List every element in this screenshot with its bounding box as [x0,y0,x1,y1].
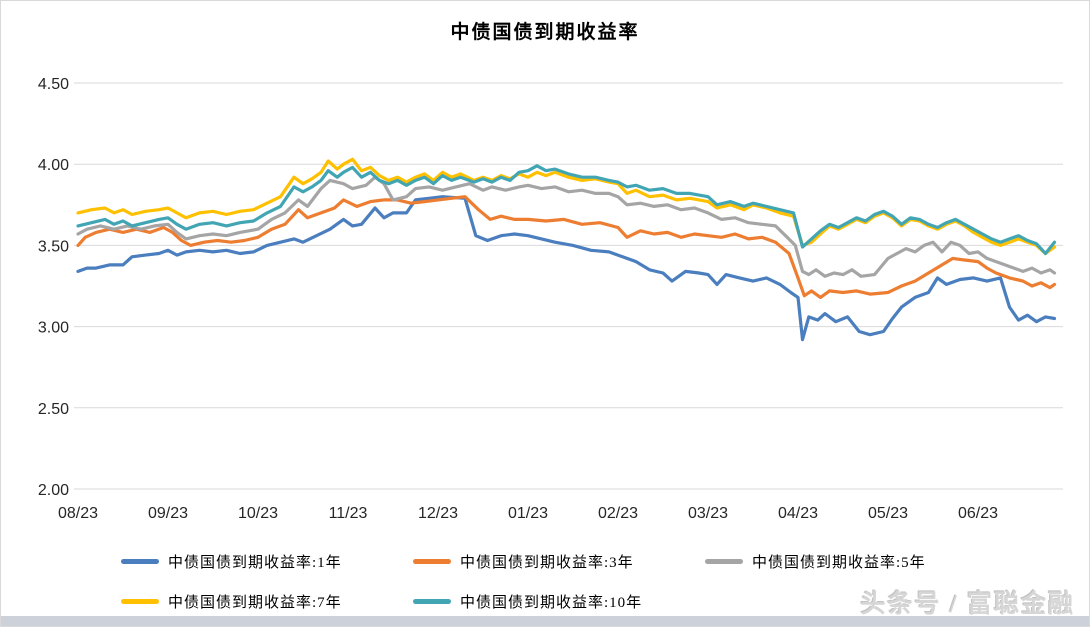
series-line-1y [76,195,1057,342]
legend-label-1y: 中债国债到期收益率:1年 [168,555,342,571]
x-tick-label: 01/23 [508,505,548,522]
legend-label-10y: 中债国债到期收益率:10年 [460,595,643,611]
y-tick-label: 4.50 [38,76,69,93]
watermark: 头条号 / 富聪金融 [860,591,1075,618]
x-tick-label: 11/23 [329,505,368,522]
x-tick-label: 12/23 [418,505,458,522]
chart-title: 中债国债到期收益率 [450,22,640,43]
legend-label-7y: 中债国债到期收益率:7年 [168,595,342,611]
series-line-3y [76,195,1057,299]
legend-item-1y: 中债国债到期收益率:1年 [121,551,413,572]
y-tick-label: 3.00 [38,320,69,337]
x-tick-label: 05/23 [868,505,908,522]
legend-swatch-10y [413,599,451,604]
series-line-5y [76,175,1057,278]
legend-swatch-1y [121,559,159,564]
legend-row-2: 中债国债到期收益率:7年 中债国债到期收益率:10年 [121,591,705,612]
y-tick-label: 2.00 [38,482,69,499]
y-tick-label: 2.50 [38,401,69,418]
bottom-bar [1,616,1089,626]
x-tick-label: 09/23 [148,505,188,522]
legend-swatch-3y [413,559,451,564]
legend-item-3y: 中债国债到期收益率:3年 [413,551,705,572]
x-tick-label: 02/23 [598,505,638,522]
legend-label-5y: 中债国债到期收益率:5年 [752,555,926,571]
legend-swatch-5y [705,559,743,564]
legend-row-1: 中债国债到期收益率:1年 中债国债到期收益率:3年 中债国债到期收益率:5年 [121,551,997,572]
y-tick-label: 3.50 [38,238,69,255]
x-tick-label: 03/23 [688,505,728,522]
legend-label-3y: 中债国债到期收益率:3年 [460,555,634,571]
legend-item-5y: 中债国债到期收益率:5年 [705,551,997,572]
x-tick-label: 06/23 [958,505,998,522]
series-line-10y [76,164,1057,256]
x-tick-label: 08/23 [58,505,98,522]
y-tick-label: 4.00 [38,157,69,174]
x-tick-label: 04/23 [778,505,818,522]
legend-swatch-7y [121,599,159,604]
legend-item-7y: 中债国债到期收益率:7年 [121,591,413,612]
legend-item-10y: 中债国债到期收益率:10年 [413,591,705,612]
x-tick-label: 10/23 [238,505,278,522]
